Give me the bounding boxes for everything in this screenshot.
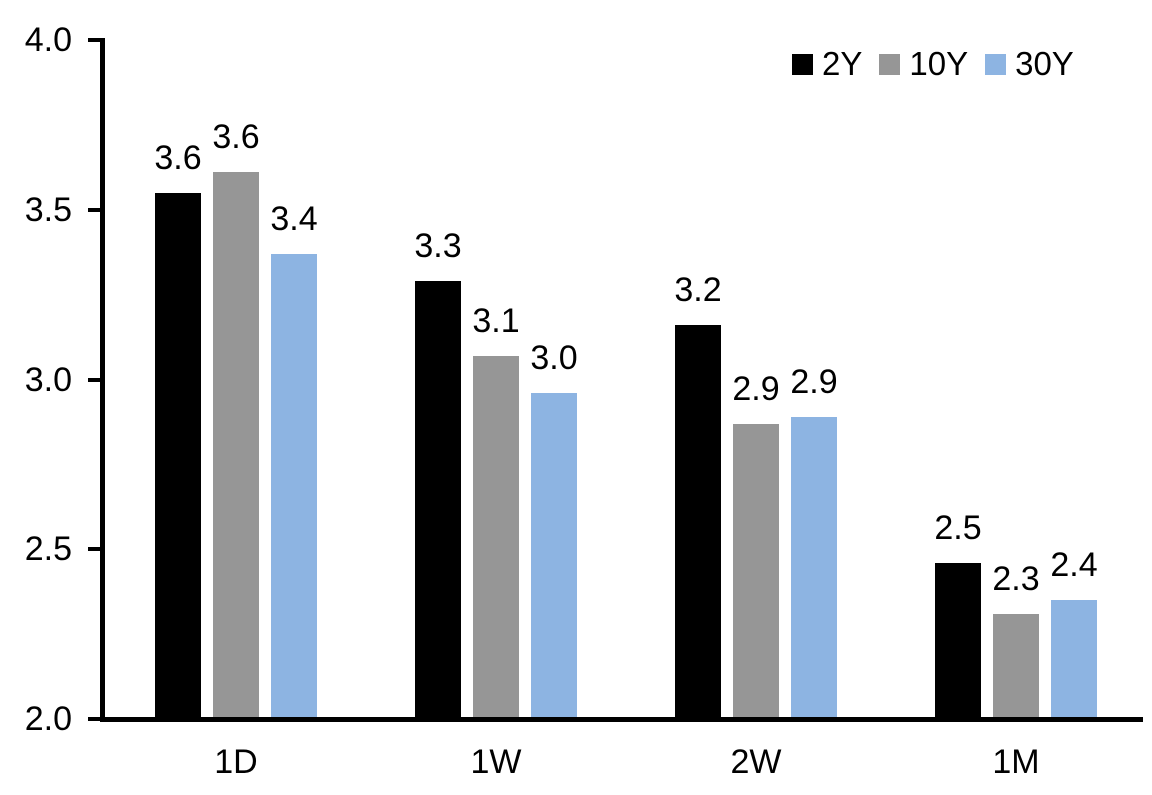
legend-label-10y: 10Y [909, 45, 969, 82]
y-axis-tick-3.0 [88, 378, 103, 382]
legend-item-2y: 2Y [792, 47, 862, 81]
bar-1M-30Y [1051, 600, 1097, 719]
bar-label-1D-30Y: 3.4 [270, 200, 318, 238]
legend: 2Y 10Y 30Y [792, 47, 1074, 81]
legend-item-10y: 10Y [879, 47, 968, 81]
bar-1M-2Y [935, 563, 981, 719]
y-axis-tick-4.0 [88, 38, 103, 42]
bar-1W-2Y [415, 281, 461, 719]
bar-label-1D-2Y: 3.6 [154, 139, 202, 177]
legend-label-2y: 2Y [822, 45, 863, 82]
y-tick-label-4.0: 4.0 [24, 21, 72, 59]
bar-label-2W-2Y: 3.2 [674, 271, 722, 309]
y-tick-label-3.0: 3.0 [24, 361, 72, 399]
bar-1W-30Y [531, 393, 577, 719]
bar-1D-2Y [155, 193, 201, 719]
legend-swatch-10y-icon [879, 53, 901, 75]
y-axis-tick-3.5 [88, 208, 103, 212]
legend-swatch-30y-icon [985, 53, 1007, 75]
bar-label-1M-2Y: 2.5 [934, 509, 982, 547]
y-tick-label-2.5: 2.5 [24, 530, 72, 568]
bar-2W-2Y [675, 325, 721, 719]
bar-label-1W-10Y: 3.1 [472, 302, 520, 340]
bar-label-1D-10Y: 3.6 [212, 118, 260, 156]
y-axis-tick-2.0 [88, 717, 103, 721]
y-tick-label-2.0: 2.0 [24, 700, 72, 738]
bar-1D-30Y [271, 254, 317, 719]
bar-label-1M-30Y: 2.4 [1050, 546, 1098, 584]
bar-label-2W-10Y: 2.9 [732, 370, 780, 408]
y-tick-label-3.5: 3.5 [24, 191, 72, 229]
x-tick-label-2W: 2W [730, 743, 782, 781]
bar-label-2W-30Y: 2.9 [790, 363, 838, 401]
x-tick-label-1W: 1W [470, 743, 522, 781]
legend-label-30y: 30Y [1015, 45, 1074, 82]
x-axis-line [100, 717, 1143, 722]
x-tick-label-1M: 1M [992, 743, 1040, 781]
bar-label-1W-30Y: 3.0 [530, 339, 578, 377]
bar-1M-10Y [993, 614, 1039, 719]
y-axis-tick-2.5 [88, 547, 103, 551]
x-tick-label-1D: 1D [214, 743, 258, 781]
bar-1D-10Y [213, 172, 259, 719]
bar-2W-10Y [733, 424, 779, 719]
legend-swatch-2y-icon [792, 53, 813, 75]
bar-label-1W-2Y: 3.3 [414, 227, 462, 265]
bar-1W-10Y [473, 356, 519, 719]
bar-label-1M-10Y: 2.3 [992, 560, 1040, 598]
legend-item-30y: 30Y [985, 47, 1074, 81]
bar-2W-30Y [791, 417, 837, 719]
